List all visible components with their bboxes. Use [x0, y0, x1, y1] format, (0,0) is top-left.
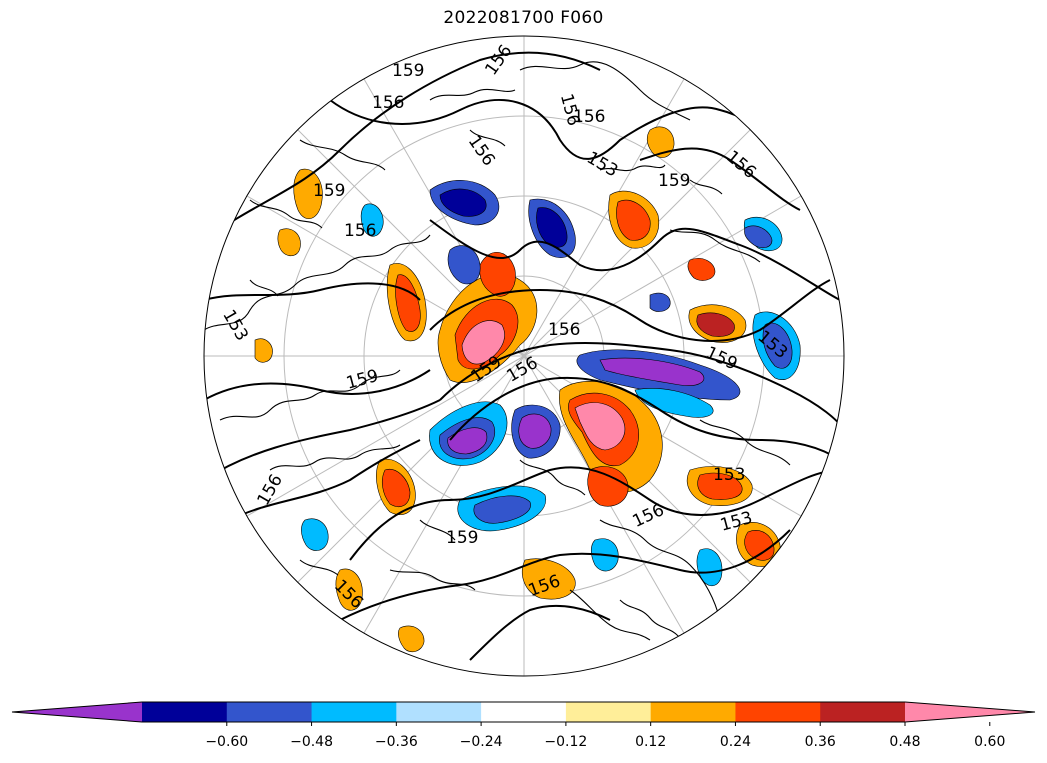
colorbar-cell — [142, 702, 228, 722]
contour-label: 159 — [392, 61, 424, 81]
contour-label: 156 — [573, 107, 605, 127]
colorbar-tick-label: 0.60 — [974, 734, 1006, 750]
colorbar-tick-label: −0.12 — [544, 734, 588, 750]
colorbar-extend-max — [905, 702, 1035, 722]
colorbar-cell — [735, 702, 821, 722]
contour-label: 159 — [658, 171, 690, 191]
height-contours — [204, 51, 844, 661]
colorbar-tick-label: −0.60 — [205, 734, 249, 750]
colorbar-outline — [11, 701, 1036, 723]
colorbar-cell — [820, 702, 906, 722]
map-boundary — [203, 35, 845, 677]
colorbar-tick-label: −0.36 — [374, 734, 418, 750]
contour-label: 156 — [372, 93, 404, 113]
shaded-anomalies — [254, 126, 801, 653]
coastlines — [204, 61, 791, 641]
colorbar-tick-label: 0.36 — [804, 734, 836, 750]
contour-label: 156 — [548, 320, 580, 340]
contour-label: 159 — [313, 181, 345, 201]
contour-label: 159 — [446, 528, 478, 548]
colorbar-tick-label: −0.24 — [459, 734, 503, 750]
colorbar-cell — [650, 702, 736, 722]
colorbar-tick-label: 0.12 — [635, 734, 667, 750]
colorbar-tick-label: 0.48 — [889, 734, 921, 750]
colorbar-tick-label: 0.24 — [719, 734, 752, 750]
contour-label: 156 — [344, 221, 376, 241]
colorbar-tick-label: −0.48 — [290, 734, 333, 750]
polar-map: 159 156 156 156 156 153 159 156 159 156 … — [203, 35, 845, 677]
plot-title: 2022081700 F060 — [443, 8, 604, 28]
colorbar-cell — [481, 702, 567, 722]
colorbar — [11, 701, 1036, 726]
contour-label: 153 — [713, 465, 745, 485]
colorbar-cell — [226, 702, 313, 722]
colorbar-extend-min — [12, 702, 142, 722]
colorbar-cell — [565, 702, 652, 722]
colorbar-cell — [311, 702, 397, 722]
colorbar-cell — [396, 702, 482, 722]
